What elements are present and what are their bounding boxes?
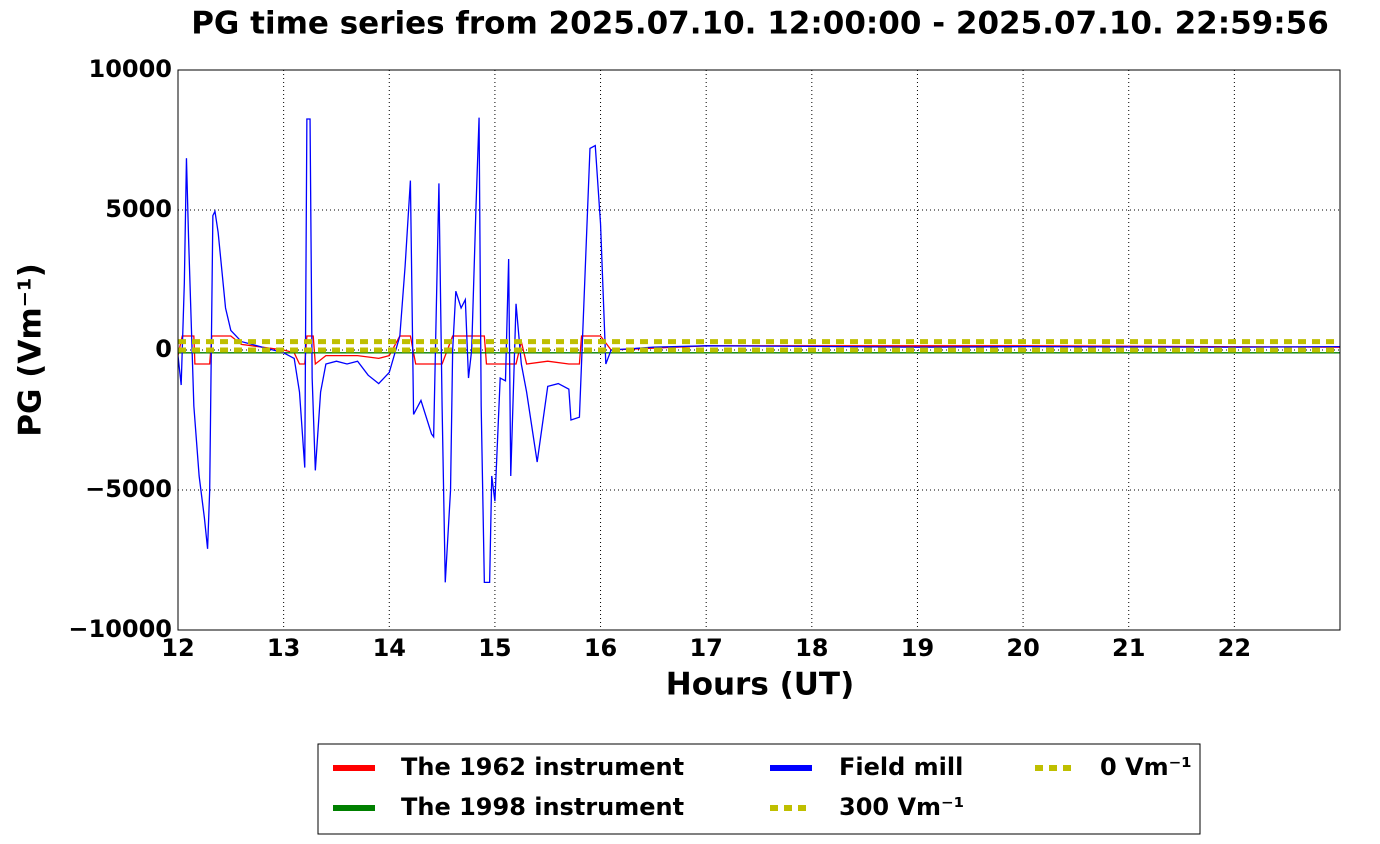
series-line (178, 335, 1340, 366)
plot-frame (177, 69, 1341, 631)
y-tick-label: 5000 (105, 195, 172, 223)
y-tick-label: 10000 (89, 55, 173, 83)
x-tick-label: 21 (1112, 634, 1145, 662)
y-tick-label: 0 (155, 335, 172, 363)
legend-label: 0 Vm⁻¹ (1100, 753, 1192, 781)
x-tick-label: 19 (901, 634, 934, 662)
legend-label: Field mill (839, 753, 963, 781)
y-tick-label: −5000 (85, 475, 172, 503)
y-axis-label: PG (Vm⁻¹) (13, 263, 49, 437)
legend-label: The 1962 instrument (401, 753, 684, 781)
x-tick-label: 12 (161, 634, 194, 662)
y-tick-label: −10000 (68, 615, 172, 643)
x-axis-label: Hours (UT) (666, 667, 855, 703)
chart-title: PG time series from 2025.07.10. 12:00:00… (191, 6, 1329, 42)
x-tick-label: 16 (584, 634, 617, 662)
x-tick-label: 20 (1006, 634, 1039, 662)
series-line (178, 117, 1340, 584)
legend-label: 300 Vm⁻¹ (839, 793, 964, 821)
x-tick-label: 18 (795, 634, 828, 662)
legend-label: The 1998 instrument (401, 793, 684, 821)
legend-box (317, 743, 1201, 835)
x-tick-label: 15 (478, 634, 511, 662)
x-tick-label: 17 (689, 634, 722, 662)
x-tick-label: 13 (267, 634, 300, 662)
x-tick-label: 14 (373, 634, 406, 662)
x-tick-label: 22 (1218, 634, 1251, 662)
